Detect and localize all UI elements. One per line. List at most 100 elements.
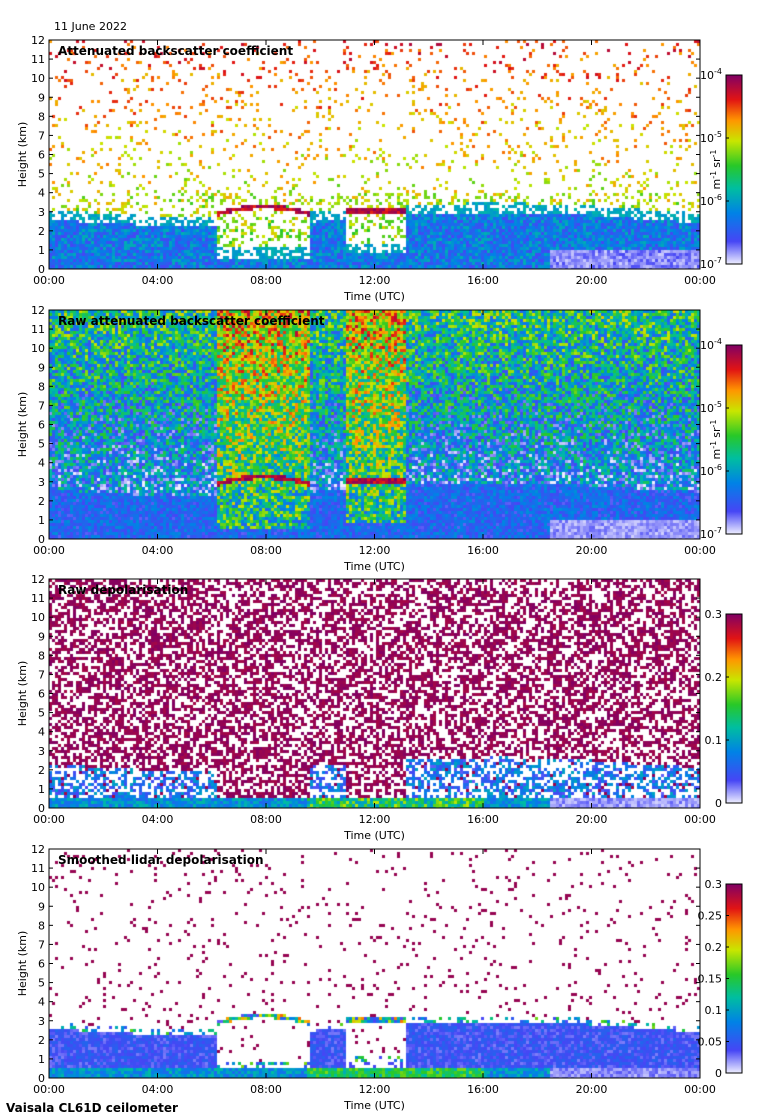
y-tick-label: 2 <box>38 495 45 508</box>
x-tick-label: 12:00 <box>359 1083 391 1096</box>
y-tick-label: 12 <box>31 34 45 47</box>
colorbar-tick-label: 10-4 <box>700 337 722 352</box>
y-tick-label: 4 <box>38 187 45 200</box>
colorbar-tick-label: 0.05 <box>698 1036 723 1049</box>
y-tick-label: 1 <box>38 1053 45 1066</box>
colorbar-tick-label: 10-6 <box>700 193 722 208</box>
colorbar-tick-label: 0.3 <box>705 608 723 621</box>
y-tick-label: 2 <box>38 1034 45 1047</box>
y-tick-label: 7 <box>38 129 45 142</box>
x-tick-label: 00:00 <box>33 544 65 557</box>
date-label: 11 June 2022 <box>54 20 127 33</box>
y-tick-label: 3 <box>38 206 45 219</box>
x-tick-label: 00:00 <box>684 544 716 557</box>
colorbar <box>725 74 743 265</box>
x-tick-label: 08:00 <box>250 813 282 826</box>
y-tick-label: 5 <box>38 977 45 990</box>
colorbar-tick-label: 0.2 <box>705 941 723 954</box>
colorbar-tick-label: 10-5 <box>700 130 722 145</box>
y-tick-label: 9 <box>38 361 45 374</box>
y-tick-label: 9 <box>38 91 45 104</box>
y-tick-label: 6 <box>38 149 45 162</box>
colorbar-tick-label: 10-6 <box>700 463 722 478</box>
x-tick-label: 20:00 <box>576 813 608 826</box>
y-tick-label: 0 <box>38 263 45 276</box>
x-tick-label: 04:00 <box>142 813 174 826</box>
y-tick-label: 1 <box>38 783 45 796</box>
y-tick-label: 11 <box>31 53 45 66</box>
y-tick-label: 5 <box>38 438 45 451</box>
x-tick-label: 00:00 <box>684 1083 716 1096</box>
y-tick-label: 8 <box>38 110 45 123</box>
x-tick-label: 00:00 <box>33 813 65 826</box>
colorbar-tick-label: 10-7 <box>700 256 722 271</box>
y-tick-label: 10 <box>31 611 45 624</box>
colorbar-tick-label: 0.15 <box>698 973 723 986</box>
x-tick-label: 00:00 <box>33 274 65 287</box>
x-axis-label: Time (UTC) <box>343 829 405 842</box>
y-axis-label: Height (km) <box>16 392 29 458</box>
y-tick-label: 7 <box>38 399 45 412</box>
x-axis-label: Time (UTC) <box>343 560 405 573</box>
x-tick-label: 08:00 <box>250 274 282 287</box>
y-tick-label: 0 <box>38 802 45 815</box>
x-tick-label: 16:00 <box>467 813 499 826</box>
y-tick-label: 8 <box>38 919 45 932</box>
colorbar-tick-label: 10-5 <box>700 400 722 415</box>
colorbar <box>725 613 743 804</box>
y-axis-label: Height (km) <box>16 931 29 997</box>
x-tick-label: 20:00 <box>576 1083 608 1096</box>
colorbar-tick-label: 0 <box>715 797 722 810</box>
colorbar-tick-label: 0.25 <box>698 910 723 923</box>
x-tick-label: 08:00 <box>250 1083 282 1096</box>
x-tick-label: 12:00 <box>359 813 391 826</box>
x-tick-label: 20:00 <box>576 544 608 557</box>
instrument-label: Vaisala CL61D ceilometer <box>6 1101 178 1115</box>
panel-title: Smoothed lidar depolarisation <box>58 853 264 867</box>
y-tick-label: 3 <box>38 1015 45 1028</box>
y-tick-label: 7 <box>38 938 45 951</box>
x-tick-label: 04:00 <box>142 544 174 557</box>
y-tick-label: 8 <box>38 380 45 393</box>
y-tick-label: 8 <box>38 649 45 662</box>
y-tick-label: 5 <box>38 707 45 720</box>
colorbar-unit: m-1sr-1 <box>709 150 723 190</box>
y-axis-label: Height (km) <box>16 661 29 727</box>
y-tick-label: 11 <box>31 862 45 875</box>
heatmap-raster <box>49 849 700 1078</box>
y-tick-label: 12 <box>31 573 45 586</box>
y-axis-label: Height (km) <box>16 122 29 188</box>
x-tick-label: 00:00 <box>684 813 716 826</box>
y-tick-label: 6 <box>38 688 45 701</box>
y-tick-label: 5 <box>38 168 45 181</box>
y-tick-label: 2 <box>38 764 45 777</box>
heatmap-raster <box>49 310 700 539</box>
y-tick-label: 0 <box>38 533 45 546</box>
x-tick-label: 08:00 <box>250 544 282 557</box>
y-tick-label: 4 <box>38 457 45 470</box>
colorbar-tick-label: 0.1 <box>705 1004 723 1017</box>
y-tick-label: 0 <box>38 1072 45 1085</box>
y-tick-label: 6 <box>38 958 45 971</box>
x-tick-label: 12:00 <box>359 544 391 557</box>
x-tick-label: 20:00 <box>576 274 608 287</box>
x-axis-label: Time (UTC) <box>343 1099 405 1112</box>
y-tick-label: 3 <box>38 476 45 489</box>
x-tick-label: 04:00 <box>142 1083 174 1096</box>
colorbar-tick-label: 0.3 <box>705 878 723 891</box>
y-tick-label: 1 <box>38 244 45 257</box>
y-tick-label: 12 <box>31 843 45 856</box>
x-tick-label: 00:00 <box>684 274 716 287</box>
y-tick-label: 6 <box>38 419 45 432</box>
x-tick-label: 16:00 <box>467 274 499 287</box>
panel-title: Attenuated backscatter coefficient <box>58 44 293 58</box>
colorbar-tick-label: 0 <box>715 1067 722 1080</box>
colorbar <box>725 344 743 535</box>
y-tick-label: 7 <box>38 668 45 681</box>
y-tick-label: 10 <box>31 72 45 85</box>
panel-title: Raw depolarisation <box>58 583 188 597</box>
y-tick-label: 2 <box>38 225 45 238</box>
y-tick-label: 3 <box>38 745 45 758</box>
colorbar-tick-label: 10-7 <box>700 526 722 541</box>
